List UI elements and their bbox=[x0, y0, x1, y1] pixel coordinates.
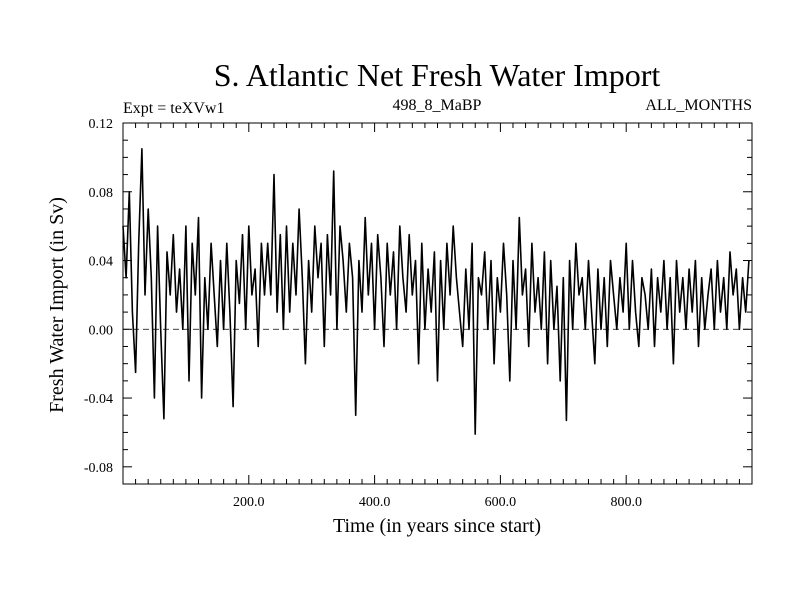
plot-area-frame bbox=[122, 122, 753, 485]
experiment-label: Expt = teXVw1 bbox=[123, 100, 224, 117]
x-tick-label: 600.0 bbox=[485, 495, 517, 510]
x-axis-label: Time (in years since start) bbox=[333, 515, 541, 537]
axis-ticks bbox=[123, 122, 752, 485]
y-tick-label: 0.08 bbox=[89, 186, 114, 201]
x-tick-label: 400.0 bbox=[359, 495, 391, 510]
months-label: ALL_MONTHS bbox=[645, 97, 752, 114]
y-tick-label: 0.04 bbox=[89, 255, 114, 270]
tick-labels: 200.0 400.0 600.0 800.0 -0.08 -0.04 0.00 0.04 0.… bbox=[84, 117, 642, 510]
y-tick-label: 0.12 bbox=[89, 117, 114, 132]
x-tick-label: 200.0 bbox=[233, 495, 265, 510]
y-axis-label: Fresh Water Import (in Sv) bbox=[46, 197, 68, 413]
period-label: 498_8_MaBP bbox=[393, 97, 482, 114]
fresh-water-series-line bbox=[122, 148, 750, 435]
y-tick-label: -0.04 bbox=[84, 392, 113, 407]
y-tick-label: 0.00 bbox=[89, 323, 114, 338]
chart-title: S. Atlantic Net Fresh Water Import bbox=[214, 57, 661, 93]
y-tick-label: -0.08 bbox=[84, 461, 113, 476]
x-tick-label: 800.0 bbox=[610, 495, 642, 510]
